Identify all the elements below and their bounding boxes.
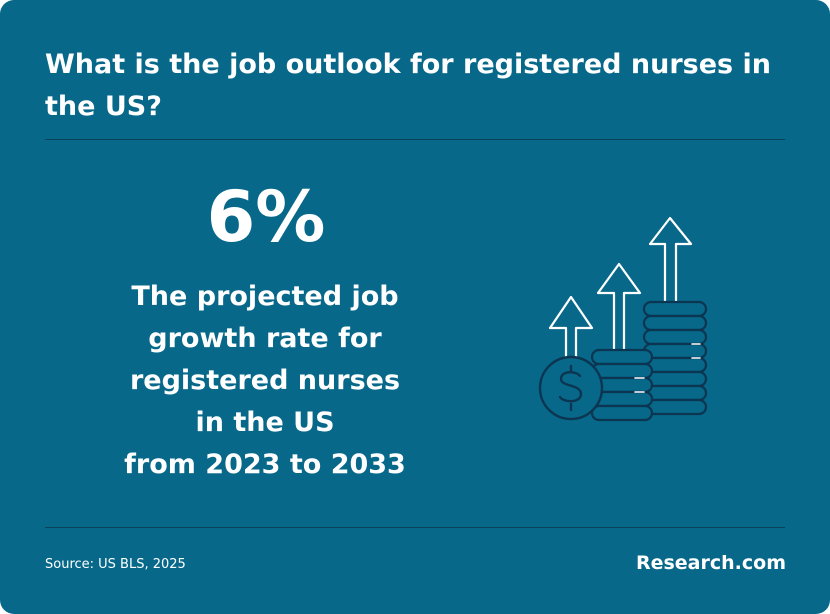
growth-coins-arrows-icon xyxy=(538,216,708,422)
stat-description-line-1: The projected job xyxy=(131,281,399,312)
stat-description-line-2: growth rate for xyxy=(148,323,382,354)
stat-description-line-5: from 2023 to 2033 xyxy=(124,449,406,480)
stat-description-line-4: in the US xyxy=(195,407,335,438)
page-title: What is the job outlook for registered n… xyxy=(45,49,771,122)
source-note: Source: US BLS, 2025 xyxy=(45,557,186,572)
stat-description-line-3: registered nurses xyxy=(129,365,401,396)
bottom-divider xyxy=(45,527,785,528)
stat-description: The projected job growth rate for regist… xyxy=(85,276,445,486)
stat-value: 6% xyxy=(206,176,326,258)
top-divider xyxy=(45,139,785,140)
brand-logo[interactable]: Research.com xyxy=(635,552,786,574)
